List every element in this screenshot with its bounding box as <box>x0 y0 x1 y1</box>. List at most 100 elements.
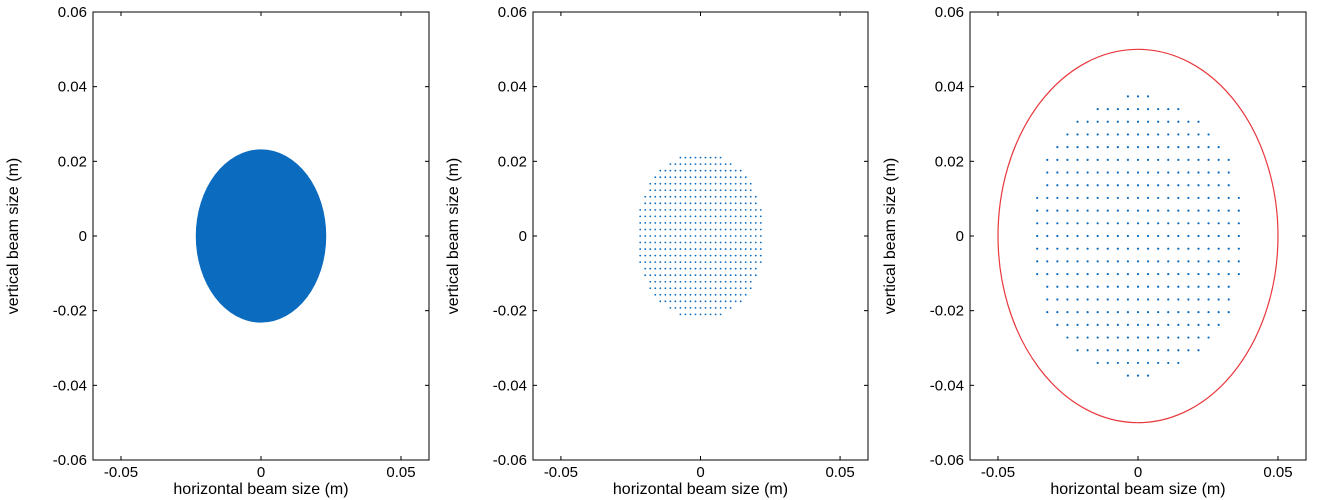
subplot-3-particle-point <box>1126 107 1130 111</box>
subplot-3-particle-point <box>1167 158 1170 161</box>
subplot-3-particle-point <box>1036 209 1039 212</box>
subplot-2-particle-point <box>674 241 677 244</box>
subplot-3-particle-point <box>1066 285 1069 288</box>
subplot-2-particle-point <box>649 208 652 211</box>
subplot-2-particle-point <box>654 287 657 290</box>
subplot-3-particle-point <box>1187 146 1190 149</box>
subplot-3-particle-point <box>1177 133 1180 136</box>
subplot-3-particle-point <box>1237 272 1240 276</box>
subplot-2-particle-point <box>649 195 652 198</box>
subplot-3-particle-point <box>1217 234 1220 238</box>
subplot-3-particle-point <box>1197 247 1200 250</box>
subplot-3-particle-point <box>1126 298 1130 301</box>
subplot-2-particle-point <box>679 156 682 159</box>
subplot-3-particle-point <box>1086 349 1089 352</box>
subplot-2-particle-point <box>639 208 642 211</box>
subplot-2-particle-point <box>714 241 717 244</box>
x-tick-label: 0 <box>696 464 704 481</box>
subplot-2-particle-point <box>719 195 722 198</box>
subplot-2-particle-point <box>739 228 742 231</box>
subplot-2-particle-point <box>739 274 742 277</box>
x-tick-label: 0 <box>1134 464 1142 481</box>
subplot-2-particle-point <box>699 300 702 303</box>
subplot-3-particle-point <box>1086 298 1089 301</box>
y-tick-label: 0.04 <box>58 79 87 96</box>
subplot-3-particle-point <box>1056 272 1059 276</box>
y-tick-label: -0.06 <box>930 452 964 469</box>
subplot-3-particle-point <box>1157 120 1160 123</box>
subplot-2-particle-point <box>679 182 682 185</box>
subplot-3-particle-point <box>1167 107 1170 111</box>
subplot-3-particle-point <box>1116 247 1119 250</box>
subplot-2-particle-point <box>709 156 712 159</box>
subplot-2-particle-point <box>724 189 727 192</box>
subplot-3-particle-point <box>1197 260 1200 263</box>
subplot-2-particle-point <box>684 267 687 270</box>
subplot-2-particle-point <box>649 228 652 231</box>
subplot-2-particle-point <box>694 248 697 250</box>
subplot-2-particle-point <box>714 274 717 277</box>
subplot-2-particle-point <box>719 254 722 257</box>
subplot-2-particle-point <box>754 248 757 250</box>
subplot-2: -0.05 0 0.05 -0.06 -0.04 -0.02 0 0.02 0.04 0.06 ho… <box>445 4 869 498</box>
subplot-2-particle-point <box>714 235 717 237</box>
subplot-2-particle-point <box>704 156 707 159</box>
subplot-2-particle-point <box>684 208 687 211</box>
subplot-2-particle-point <box>759 215 762 218</box>
subplot-2-particle-point <box>684 182 687 185</box>
subplot-3-particle-point <box>1086 222 1089 225</box>
subplot-2-particle-point <box>684 169 687 172</box>
subplot-2-particle-point <box>679 215 682 218</box>
subplot-2-particle-point <box>644 202 647 205</box>
subplot-3-particle-point <box>1167 260 1170 263</box>
subplot-2-particle-point <box>709 176 712 179</box>
subplot-3-particle-point <box>1217 285 1220 288</box>
subplot-2-particle-point <box>669 248 672 250</box>
subplot-2-particle-point <box>649 215 652 218</box>
subplot-3-particle-point <box>1177 222 1180 225</box>
subplot-2-particle-point <box>679 163 682 166</box>
subplot-3-particle-point <box>1086 311 1089 314</box>
subplot-3-particle-point <box>1086 323 1089 326</box>
subplot-2-particle-point <box>729 208 732 211</box>
subplot-2-particle-point <box>749 189 752 192</box>
subplot-2-particle-point <box>679 169 682 172</box>
subplot-3-particle-point <box>1197 209 1200 212</box>
subplot-3-particle-point <box>1157 146 1160 149</box>
subplot-2-particle-point <box>714 222 717 224</box>
subplot-2-particle-point <box>664 222 667 224</box>
subplot-3-particle-point <box>1177 184 1180 187</box>
subplot-3-particle-point <box>1106 158 1109 161</box>
subplot-3-particle-point <box>1217 196 1220 200</box>
subplot-3-particle-point <box>1217 146 1220 149</box>
subplot-2-particle-point <box>689 280 692 283</box>
subplot-3-particle-point <box>1146 209 1150 212</box>
subplot-3-particle-point <box>1116 209 1119 212</box>
subplot-2-particle-point <box>664 267 667 270</box>
subplot-2-particle-point <box>754 215 757 218</box>
subplot-2-particle-point <box>724 176 727 179</box>
subplot-2-particle-point <box>689 163 692 166</box>
subplot-3-aperture-ellipse <box>997 48 1279 424</box>
subplot-3-particle-point <box>1116 323 1119 326</box>
subplot-3-particle-point <box>1167 247 1170 250</box>
subplot-2-particle-point <box>674 208 677 211</box>
subplot-3-particle-point <box>1046 209 1049 212</box>
subplot-2-particle-point <box>659 274 662 277</box>
subplot-2-particle-point <box>694 222 697 224</box>
subplot-2-particle-point <box>689 241 692 244</box>
subplot-2-particle-point <box>749 280 752 283</box>
subplot-3-particle-point <box>1116 171 1119 174</box>
subplot-2-particle-point <box>734 228 737 231</box>
subplot-2-particle-point <box>709 306 712 309</box>
subplot-2-particle-point <box>659 241 662 244</box>
subplot-3-particle-point <box>1136 374 1140 377</box>
subplot-2-particle-point <box>704 182 707 185</box>
subplot-3-particle-point <box>1227 247 1230 250</box>
subplot-2-particle-point <box>744 202 747 205</box>
subplot-3-particle-point <box>1136 95 1140 98</box>
y-axis-label: vertical beam size (m) <box>445 158 462 314</box>
x-tick-label: -0.05 <box>981 464 1015 481</box>
subplot-3-particle-point <box>1157 133 1160 136</box>
subplot-2-particle-point <box>729 202 732 205</box>
